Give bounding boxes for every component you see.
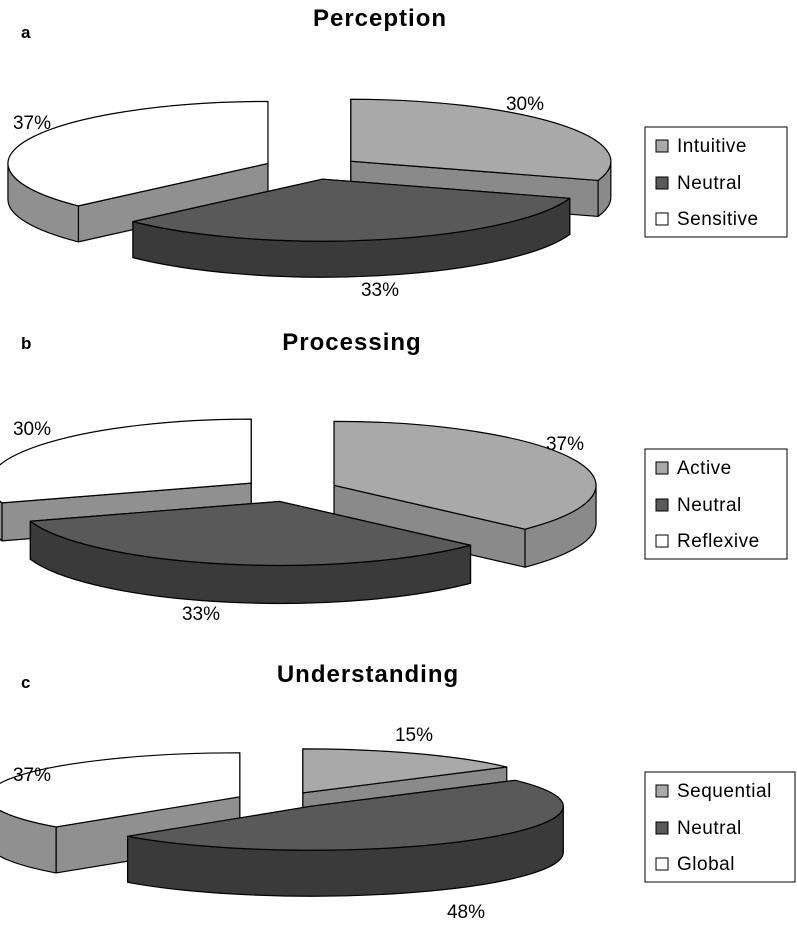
pie-graphic [7,98,612,278]
slice-label-global: 37% [13,765,51,786]
legend-frame [644,126,788,238]
slice-top-reflexive [0,418,252,504]
legend-swatch-neutral [655,821,669,835]
legend-label-sequential: Sequential [677,781,772,802]
slice-rim-reflexive-0 [0,500,3,542]
legend-swatch-neutral [655,498,669,512]
slice-top-active [333,420,597,530]
panel-letter: a [21,23,31,42]
panel-letter: b [21,334,31,353]
slice-top-sensitive [7,100,269,207]
chart-title: Perception [313,5,447,32]
legend-label-active: Active [677,458,732,479]
slice-label-sequential: 15% [395,725,433,746]
slice-label-sensitive: 37% [13,113,51,134]
chart-title: Processing [282,329,421,356]
slice-label-active: 37% [546,434,584,455]
legend-label-global: Global [677,854,735,875]
slice-label-reflexive: 30% [13,419,51,440]
legend-swatch-sensitive [655,212,669,226]
legend-label-reflexive: Reflexive [677,531,760,552]
pie-slice-neutral [132,178,571,278]
slice-label-neutral: 33% [182,604,220,625]
pie-graphic [0,748,564,897]
slice-top-neutral [29,500,472,567]
legend-label-intuitive: Intuitive [677,136,747,157]
legend-frame [644,448,788,560]
legend-swatch-reflexive [655,534,669,548]
legend-swatch-intuitive [655,139,669,153]
legend-swatch-neutral [655,176,669,190]
pie-slice-sensitive [7,100,269,243]
slice-top-intuitive [350,98,612,182]
panel-c: c Understanding 15% 48% 37% Sequential N… [0,661,796,923]
pie-slice-active [333,420,597,568]
slice-label-intuitive: 30% [506,94,544,115]
legend-label-neutral: Neutral [677,495,742,516]
panel-letter: c [21,673,30,692]
slice-top-neutral [132,178,571,242]
legend-swatch-global [655,857,669,871]
slice-label-neutral: 33% [361,280,399,301]
legend: Active Neutral Reflexive [644,448,788,560]
pie-slice-neutral [127,779,564,897]
panel-b: b Processing 37% 33% 30% Active Neutral … [0,329,788,625]
legend: Intuitive Neutral Sensitive [644,126,788,238]
panel-a: a Perception 30% 33% 37% Intuitive Neutr… [7,5,788,301]
legend-label-neutral: Neutral [677,173,742,194]
slice-top-global [0,752,241,828]
legend: Sequential Neutral Global [644,771,796,883]
slice-top-neutral [127,779,564,851]
legend-frame [644,771,796,883]
legend-swatch-active [655,461,669,475]
slice-label-neutral: 48% [447,902,485,923]
pie-graphic [0,418,597,605]
slice-top-sequential [302,748,508,794]
pie-slice-neutral [29,500,472,605]
chart-title: Understanding [277,661,459,688]
legend-swatch-sequential [655,784,669,798]
legend-label-neutral: Neutral [677,818,742,839]
legend-label-sensitive: Sensitive [677,209,759,230]
